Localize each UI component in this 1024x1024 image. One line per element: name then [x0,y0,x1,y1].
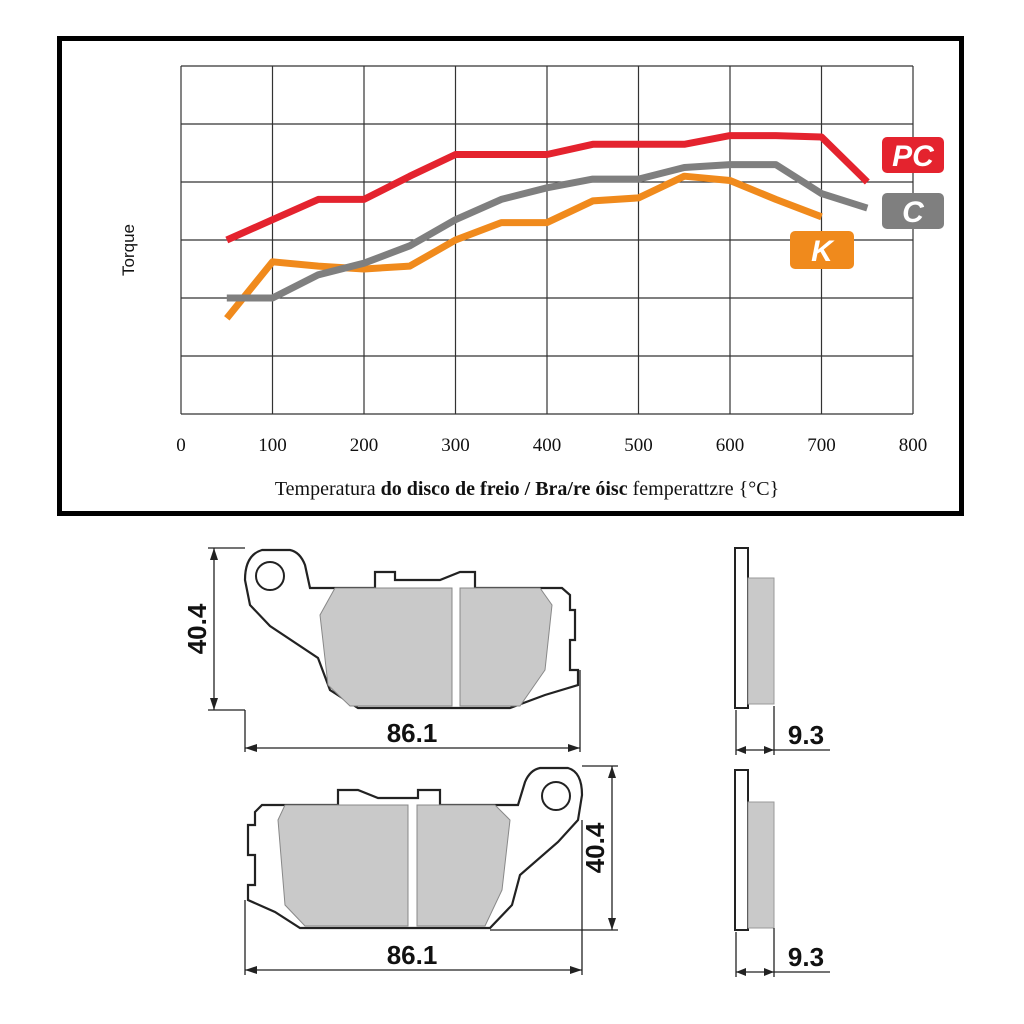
x-axis-label: Temperatura do disco de freio / Bra/re ó… [275,478,779,500]
x-tick-label: 600 [716,435,745,456]
x-tick-label: 400 [533,435,562,456]
x-tick-label: 800 [899,435,928,456]
pad-bottom-side: 9.3 [734,769,830,977]
pad-bottom-height-label: 40.4 [580,822,610,873]
series-line-c [226,161,869,302]
pad-bottom-width-label: 86.1 [387,940,438,970]
legend-badge-c [882,193,944,229]
pad-top-width-label: 86.1 [387,718,438,748]
brake-pad-drawings: 40.4 86.1 9.3 40.4 [182,547,830,977]
pad-top-height-label: 40.4 [182,603,212,654]
torque-chart: 0 100 200 300 400 500 600 700 800 Torque Temperatu… [57,36,964,516]
x-tick-label: 200 [350,435,379,456]
pad-top-friction-right [459,587,553,707]
legend-label-k: K [811,235,835,268]
pad-bottom-friction-left [277,804,409,927]
x-tick-label: 100 [258,435,287,456]
x-tick-label: 500 [624,435,653,456]
legend-label-c: C [902,196,925,229]
legend-badge-pc [882,137,944,173]
x-tick-label: 700 [807,435,836,456]
series-line-pc [225,132,870,244]
pad-bottom-mount-hole [541,781,571,811]
pad-top-front: 40.4 86.1 [182,547,581,752]
pad-top-side: 9.3 [734,547,830,755]
pad-bottom-thickness-label: 9.3 [788,942,824,972]
x-tick-label: 300 [441,435,470,456]
pad-top-mount-hole [255,561,285,591]
pad-bottom-friction-right [416,804,511,927]
y-axis-label: Torque [119,224,138,276]
legend-label-pc: PC [892,140,935,173]
legend-badge-k [790,231,854,269]
chart-svg: 0 100 200 300 400 500 600 700 800 Torque Temperatu… [119,65,944,500]
series-line-k [224,172,823,321]
x-tick-label: 0 [176,435,186,456]
pad-top-friction-left [319,587,453,707]
pad-bottom-front: 40.4 86.1 [244,765,618,975]
pad-top-thickness-label: 9.3 [788,720,824,750]
